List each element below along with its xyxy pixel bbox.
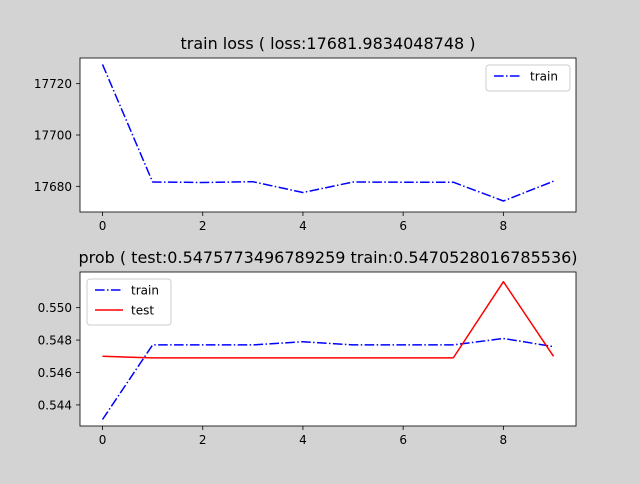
series-line-train [101,337,554,420]
y-tick-label: 0.546 [38,366,72,380]
series-line-test [102,280,555,359]
axes-frame [79,271,577,427]
series-line-train [101,64,554,202]
y-tick-label: 17680 [34,180,72,194]
x-tick-label: 0 [99,219,107,233]
chart-title: train loss ( loss:17681.9834048748 ) [180,34,475,53]
y-tick-label: 17700 [34,129,72,143]
legend: train test [86,278,172,326]
x-tick-label: 2 [199,433,207,447]
legend-box [485,64,571,92]
legend-label: train [530,70,558,84]
axes-frame [79,57,577,213]
x-tick-label: 4 [299,219,307,233]
subplot-1: train loss ( loss:17681.9834048748 ) 0 2 4 6… [34,34,577,233]
x-tick-label: 8 [500,219,508,233]
legend-label: test [131,304,154,318]
y-tick-label: 0.544 [38,398,72,412]
x-tick-label: 4 [299,433,307,447]
subplot-2: prob ( test:0.5475773496789259 train:0.5… [38,248,578,447]
x-tick-label: 6 [399,433,407,447]
y-tick-label: 17720 [34,77,72,91]
legend-label: train [131,284,159,298]
legend: train [485,64,571,92]
x-tick-label: 0 [99,433,107,447]
chart-title: prob ( test:0.5475773496789259 train:0.5… [78,248,577,267]
x-tick-label: 8 [500,433,508,447]
x-tick-label: 2 [199,219,207,233]
y-tick-label: 0.550 [38,301,72,315]
y-tick-label: 0.548 [38,334,72,348]
x-tick-label: 6 [399,219,407,233]
